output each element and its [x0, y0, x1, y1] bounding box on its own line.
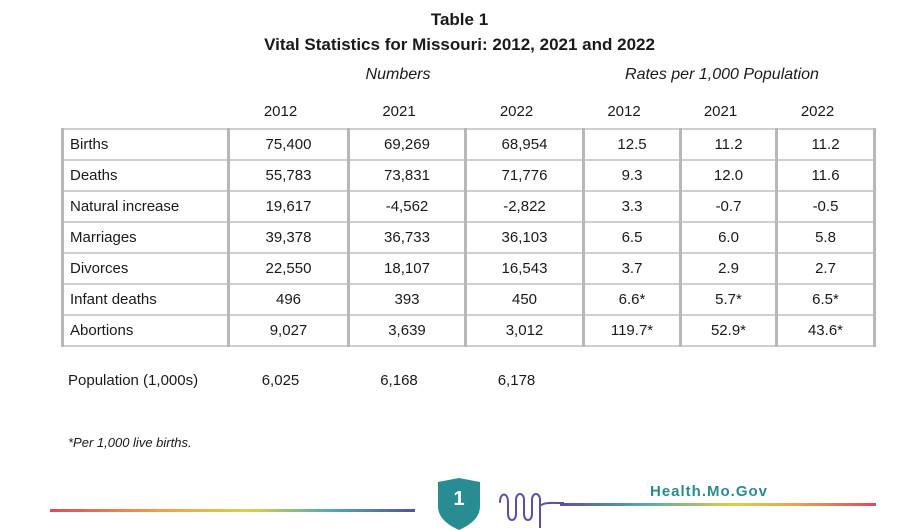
- table-cell: 3.7: [583, 252, 682, 285]
- vital-statistics-table: Births 75,400 69,269 68,954 12.5 11.2 11.2 Deat…: [61, 128, 876, 347]
- table-cell: 19,617: [228, 190, 350, 223]
- table-cell: 3.3: [583, 190, 682, 223]
- numbers-group-header: Numbers: [365, 66, 431, 83]
- table-cell: 75,400: [228, 128, 350, 161]
- row-label: Abortions: [61, 314, 230, 347]
- table-cell: -0.7: [680, 190, 778, 223]
- row-label: Deaths: [61, 159, 230, 192]
- shield-icon: [438, 478, 480, 530]
- table-cell: 55,783: [228, 159, 350, 192]
- year-header-numbers-2012: 2012: [263, 103, 298, 120]
- year-header-rates-2021: 2021: [703, 103, 738, 120]
- year-header-rates-2022: 2022: [800, 103, 835, 120]
- table-cell: 393: [348, 283, 467, 316]
- row-label: Births: [61, 128, 230, 161]
- table-cell: 69,269: [348, 128, 467, 161]
- table-cell: 36,103: [465, 221, 585, 254]
- row-label: Marriages: [61, 221, 230, 254]
- population-value-2012: 6,025: [261, 372, 300, 389]
- row-label: Divorces: [61, 252, 230, 285]
- population-value-2021: 6,168: [380, 372, 418, 389]
- footer-divider-left: [50, 509, 415, 512]
- table-cell: 450: [465, 283, 585, 316]
- table-subtitle: Vital Statistics for Missouri: 2012, 202…: [264, 35, 655, 54]
- table-cell: 11.2: [680, 128, 778, 161]
- year-header-numbers-2021: 2021: [382, 103, 416, 120]
- table-cell: -2,822: [465, 190, 585, 223]
- table-row: Infant deaths 496 393 450 6.6* 5.7* 6.5*: [61, 283, 876, 316]
- footer-divider-right: [560, 503, 876, 506]
- table-cell: 6.5: [583, 221, 682, 254]
- rates-group-header: Rates per 1,000 Population: [625, 66, 819, 83]
- table-cell: 16,543: [465, 252, 585, 285]
- pulse-logo-icon: [499, 493, 564, 528]
- table-cell: 3,639: [348, 314, 467, 347]
- population-value-2022: 6,178: [497, 372, 536, 389]
- table-row: Marriages 39,378 36,733 36,103 6.5 6.0 5.8: [61, 221, 876, 254]
- table-row: Births 75,400 69,269 68,954 12.5 11.2 11.2: [61, 128, 876, 161]
- table-cell: 9,027: [228, 314, 350, 347]
- table-row: Abortions 9,027 3,639 3,012 119.7* 52.9* 43.6*: [61, 314, 876, 347]
- table-cell: 496: [228, 283, 350, 316]
- table-cell: 3,012: [465, 314, 585, 347]
- footnote: *Per 1,000 live births.: [68, 435, 192, 450]
- page-number: 1: [453, 488, 465, 510]
- table-cell: 68,954: [465, 128, 585, 161]
- year-header-numbers-2022: 2022: [499, 103, 534, 120]
- table-cell: 36,733: [348, 221, 467, 254]
- table-row: Natural increase 19,617 -4,562 -2,822 3.3 -0.…: [61, 190, 876, 223]
- table-cell: 11.2: [776, 128, 876, 161]
- table-cell: 71,776: [465, 159, 585, 192]
- table-cell: -4,562: [348, 190, 467, 223]
- row-label: Infant deaths: [61, 283, 230, 316]
- table-cell: 5.7*: [680, 283, 778, 316]
- table-cell: 43.6*: [776, 314, 876, 347]
- table-cell: 9.3: [583, 159, 682, 192]
- table-cell: 12.5: [583, 128, 682, 161]
- table-cell: 6.0: [680, 221, 778, 254]
- table-cell: 6.6*: [583, 283, 682, 316]
- site-url: Health.Mo.Gov: [650, 483, 769, 500]
- table-cell: 73,831: [348, 159, 467, 192]
- table-cell: 5.8: [776, 221, 876, 254]
- table-cell: 6.5*: [776, 283, 876, 316]
- population-label: Population (1,000s): [68, 372, 199, 389]
- table-row: Divorces 22,550 18,107 16,543 3.7 2.9 2.7: [61, 252, 876, 285]
- year-header-rates-2012: 2012: [607, 103, 641, 120]
- table-cell: 12.0: [680, 159, 778, 192]
- table-cell: 22,550: [228, 252, 350, 285]
- table-row: Deaths 55,783 73,831 71,776 9.3 12.0 11.6: [61, 159, 876, 192]
- table-cell: 2.7: [776, 252, 876, 285]
- table-cell: 119.7*: [583, 314, 682, 347]
- table-cell: 52.9*: [680, 314, 778, 347]
- table-cell: 39,378: [228, 221, 350, 254]
- table-cell: -0.5: [776, 190, 876, 223]
- table-cell: 11.6: [776, 159, 876, 192]
- row-label: Natural increase: [61, 190, 230, 223]
- table-cell: 18,107: [348, 252, 467, 285]
- table-cell: 2.9: [680, 252, 778, 285]
- table-title: Table 1: [430, 10, 489, 29]
